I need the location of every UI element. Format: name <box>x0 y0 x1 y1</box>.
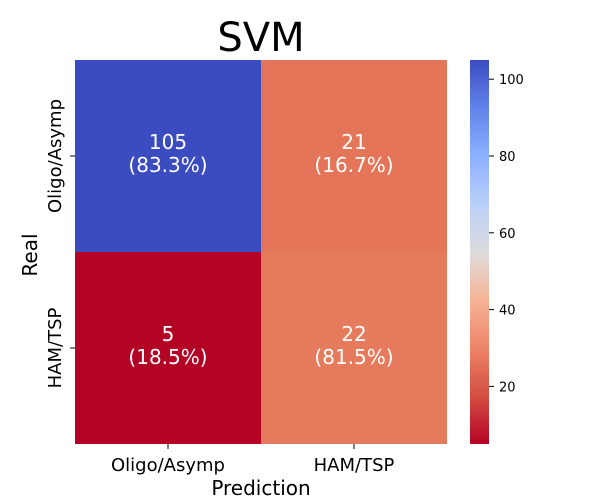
heatmap-cell <box>261 60 447 252</box>
cell-percent-label: (16.7%) <box>314 153 393 177</box>
colorbar-tick-label: 40 <box>499 304 516 319</box>
heatmap-cell <box>75 252 261 444</box>
y-tick-label: HAM/TSP <box>45 307 66 388</box>
chart-title: SVM <box>217 15 304 61</box>
colorbar <box>470 60 489 444</box>
colorbar-tick-label: 60 <box>499 227 516 242</box>
colorbar-tick-label: 100 <box>499 73 524 88</box>
cell-percent-label: (18.5%) <box>128 345 207 369</box>
colorbar-tick-label: 80 <box>499 150 516 165</box>
y-axis-label: Real <box>18 233 42 276</box>
heatmap-cell <box>75 60 261 252</box>
cell-percent-label: (81.5%) <box>314 345 393 369</box>
heatmap-cell <box>261 252 447 444</box>
y-axis-ticks: Oligo/Asymp HAM/TSP <box>45 99 75 388</box>
x-tick-label: Oligo/Asymp <box>111 455 225 476</box>
y-tick-label: Oligo/Asymp <box>45 99 66 213</box>
x-axis-label: Prediction <box>211 476 310 500</box>
heatmap-cells: 105(83.3%) 21(16.7%) 5(18.5%) 22(81.5%) <box>75 60 447 444</box>
cell-count-label: 22 <box>341 322 366 346</box>
cell-count-label: 5 <box>162 322 175 346</box>
cell-percent-label: (83.3%) <box>128 153 207 177</box>
cell-count-label: 105 <box>149 130 187 154</box>
x-axis-ticks: Oligo/Asymp HAM/TSP <box>111 444 395 476</box>
cell-count-label: 21 <box>341 130 366 154</box>
colorbar-tick-label: 20 <box>499 380 516 395</box>
colorbar-ticks: 20 40 60 80 100 <box>489 73 524 395</box>
x-tick-label: HAM/TSP <box>314 455 395 476</box>
